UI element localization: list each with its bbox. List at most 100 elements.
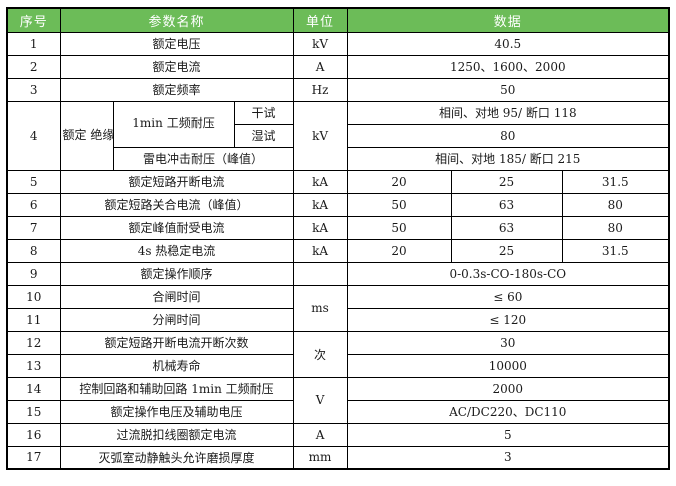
cell-unit-2: A xyxy=(292,54,348,79)
cell-param-8: 4s 热稳定电流 xyxy=(59,238,294,263)
cell-param-13: 机械寿命 xyxy=(59,353,294,378)
cell-unit-12-13: 次 xyxy=(292,330,348,378)
cell-param-2: 额定电流 xyxy=(59,54,294,79)
table-row-10: 10 合闸时间 ms ≤ 60 xyxy=(6,284,670,332)
cell-param-12: 额定短路开断电流开断次数 xyxy=(59,330,294,355)
cell-data-12: 30 xyxy=(346,330,670,355)
cell-data-7-c: 80 xyxy=(561,215,670,240)
header-data: 数据 xyxy=(346,7,670,33)
table-row-1: 1 额定电压 kV 40.5 xyxy=(6,31,670,56)
cell-wet-test-label: 湿试 xyxy=(233,123,294,148)
cell-param-5: 额定短路开断电流 xyxy=(59,169,294,194)
table-row-6: 6 额定短路关合电流（峰值） kA 50 63 80 xyxy=(6,192,670,217)
cell-seq-17: 17 xyxy=(6,445,61,470)
table-row-2: 2 额定电流 A 1250、1600、2000 xyxy=(6,54,670,79)
cell-data-3: 50 xyxy=(346,77,670,102)
cell-data-4-lightning: 相间、对地 185/ 断口 215 xyxy=(346,146,670,171)
cell-seq-5: 5 xyxy=(6,169,61,194)
cell-data-8-a: 20 xyxy=(346,238,452,263)
cell-unit-4: kV xyxy=(292,100,348,171)
cell-unit-9 xyxy=(292,261,348,286)
cell-param-9: 额定操作顺序 xyxy=(59,261,294,286)
cell-seq-4: 4 xyxy=(6,100,61,171)
table-row-4-dry: 4 额定 绝缘 水平 1min 工频耐压 干试 kV 相间、对地 95/ 断口 … xyxy=(6,100,670,171)
cell-lightning-impulse-label: 雷电冲击耐压（峰值） xyxy=(112,146,294,171)
cell-seq-6: 6 xyxy=(6,192,61,217)
table-row-9: 9 额定操作顺序 0-0.3s-CO-180s-CO xyxy=(6,261,670,286)
header-unit: 单位 xyxy=(292,7,348,33)
cell-unit-14-15: V xyxy=(292,376,348,424)
cell-unit-5: kA xyxy=(292,169,348,194)
cell-seq-9: 9 xyxy=(6,261,61,286)
cell-data-6-b: 63 xyxy=(450,192,563,217)
cell-unit-8: kA xyxy=(292,238,348,263)
cell-data-2: 1250、1600、2000 xyxy=(346,54,670,79)
cell-seq-3: 3 xyxy=(6,77,61,102)
cell-param-17: 灭弧室动静触头允许磨损厚度 xyxy=(59,445,294,470)
cell-seq-10: 10 xyxy=(6,284,61,309)
cell-param-10: 合闸时间 xyxy=(59,284,294,309)
cell-data-6-a: 50 xyxy=(346,192,452,217)
cell-param-11: 分闸时间 xyxy=(59,307,294,332)
cell-unit-16: A xyxy=(292,422,348,447)
cell-data-6-c: 80 xyxy=(561,192,670,217)
cell-seq-12: 12 xyxy=(6,330,61,355)
cell-unit-17: mm xyxy=(292,445,348,470)
cell-seq-7: 7 xyxy=(6,215,61,240)
cell-data-11: ≤ 120 xyxy=(346,307,670,332)
cell-param-1: 额定电压 xyxy=(59,31,294,56)
cell-data-10: ≤ 60 xyxy=(346,284,670,309)
cell-data-7-b: 63 xyxy=(450,215,563,240)
cell-unit-7: kA xyxy=(292,215,348,240)
cell-data-16: 5 xyxy=(346,422,670,447)
cell-data-14: 2000 xyxy=(346,376,670,401)
cell-param-3: 额定频率 xyxy=(59,77,294,102)
cell-data-5-c: 31.5 xyxy=(561,169,670,194)
cell-seq-11: 11 xyxy=(6,307,61,332)
cell-data-15: AC/DC220、DC110 xyxy=(346,399,670,424)
cell-data-8-b: 25 xyxy=(450,238,563,263)
cell-param-6: 额定短路关合电流（峰值） xyxy=(59,192,294,217)
table-row-13: 13 机械寿命 10000 xyxy=(6,353,670,378)
cell-data-5-b: 25 xyxy=(450,169,563,194)
cell-insulation-level-label: 额定 绝缘 水平 xyxy=(59,100,114,171)
cell-data-5-a: 20 xyxy=(346,169,452,194)
table-row-17: 17 灭弧室动静触头允许磨损厚度 mm 3 xyxy=(6,445,670,470)
cell-seq-14: 14 xyxy=(6,376,61,401)
cell-param-15: 额定操作电压及辅助电压 xyxy=(59,399,294,424)
table-row-4-wet: 湿试 80 xyxy=(7,123,670,148)
table-row-12: 12 额定短路开断电流开断次数 次 30 xyxy=(6,330,670,378)
cell-data-9: 0-0.3s-CO-180s-CO xyxy=(346,261,670,286)
cell-data-13: 10000 xyxy=(346,353,670,378)
cell-seq-13: 13 xyxy=(6,353,61,378)
table-row-4-lightning: 雷电冲击耐压（峰值） 相间、对地 185/ 断口 215 xyxy=(7,146,670,171)
header-param: 参数名称 xyxy=(59,7,294,33)
cell-unit-6: kA xyxy=(292,192,348,217)
cell-param-16: 过流脱扣线圈额定电流 xyxy=(59,422,294,447)
table-row-7: 7 额定峰值耐受电流 kA 50 63 80 xyxy=(6,215,670,240)
table-row-14: 14 控制回路和辅助回路 1min 工频耐压 V 2000 xyxy=(6,376,670,424)
cell-seq-8: 8 xyxy=(6,238,61,263)
table-row-3: 3 额定频率 Hz 50 xyxy=(6,77,670,102)
cell-power-freq-withstand-label: 1min 工频耐压 xyxy=(112,100,235,148)
header-seq: 序号 xyxy=(6,7,61,33)
table-row-16: 16 过流脱扣线圈额定电流 A 5 xyxy=(6,422,670,447)
cell-param-14: 控制回路和辅助回路 1min 工频耐压 xyxy=(59,376,294,401)
table-row-15: 15 额定操作电压及辅助电压 AC/DC220、DC110 xyxy=(6,399,670,424)
cell-unit-1: kV xyxy=(292,31,348,56)
cell-data-8-c: 31.5 xyxy=(561,238,670,263)
header-row: 序号 参数名称 单位 数据 xyxy=(6,7,670,33)
cell-seq-16: 16 xyxy=(6,422,61,447)
cell-data-1: 40.5 xyxy=(346,31,670,56)
table-row-11: 11 分闸时间 ≤ 120 xyxy=(6,307,670,332)
cell-data-4-dry: 相间、对地 95/ 断口 118 xyxy=(346,100,670,125)
cell-unit-3: Hz xyxy=(292,77,348,102)
spec-table: 序号 参数名称 单位 数据 1 额定电压 kV 40.5 2 额定电流 A 12… xyxy=(6,7,671,470)
cell-seq-1: 1 xyxy=(6,31,61,56)
cell-data-7-a: 50 xyxy=(346,215,452,240)
table-row-5: 5 额定短路开断电流 kA 20 25 31.5 xyxy=(6,169,670,194)
cell-unit-10-11: ms xyxy=(292,284,348,332)
cell-seq-2: 2 xyxy=(6,54,61,79)
cell-seq-15: 15 xyxy=(6,399,61,424)
